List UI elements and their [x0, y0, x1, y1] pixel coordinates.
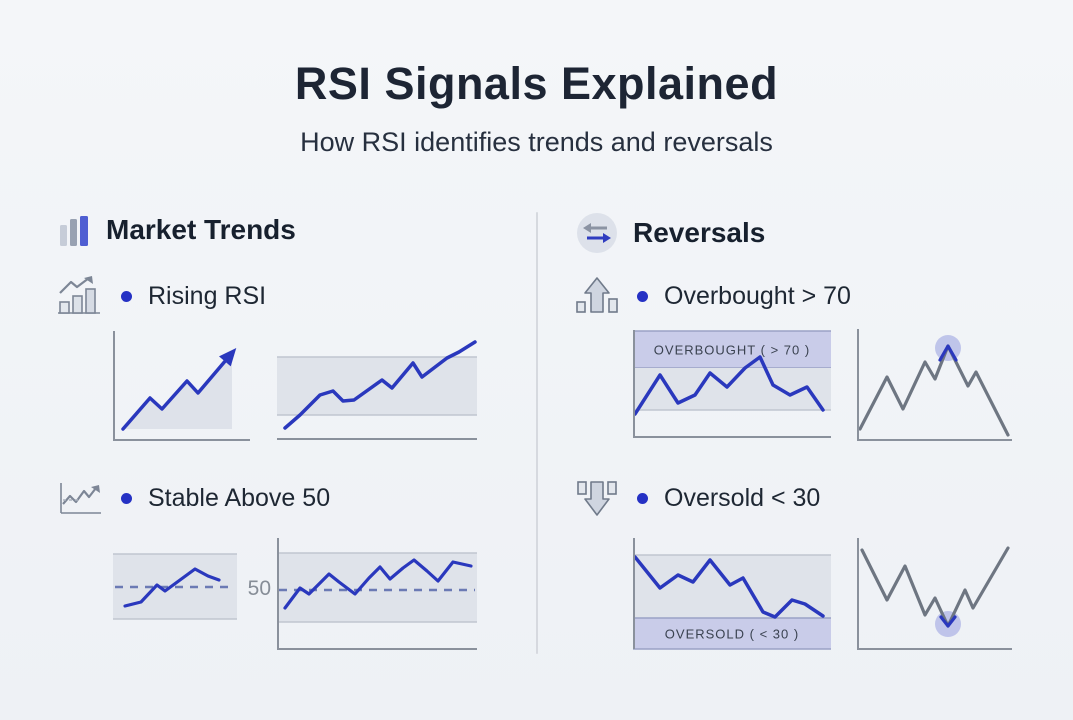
- rising-bars-icon: [55, 276, 103, 316]
- line-chart-icon: [58, 480, 103, 516]
- rising-rsi-label: Rising RSI: [148, 281, 267, 310]
- chart-rising-rsi-channel: [277, 330, 477, 440]
- bullet-dot: [121, 290, 132, 302]
- chart-overbought-peak: [857, 329, 1012, 441]
- overbought-row: Overbought > 70: [575, 276, 851, 316]
- page-subtitle: How RSI identifies trends and reversals: [300, 127, 773, 157]
- overbought-label: Overbought > 70: [664, 281, 851, 310]
- swap-arrows-icon: [576, 212, 618, 254]
- stable-above-50-row: Stable Above 50: [58, 480, 330, 516]
- column-divider: [536, 212, 538, 654]
- page-title: RSI Signals Explained: [294, 58, 779, 109]
- chart-oversold-zone: OVERSOLD ( < 30 ): [633, 538, 831, 650]
- stable-above-50-label: Stable Above 50: [148, 483, 331, 512]
- chart-oversold-trough: [857, 538, 1012, 650]
- bullet-dot: [637, 492, 648, 504]
- bullet-dot: [637, 290, 648, 302]
- bar-chart-icon: [57, 212, 91, 248]
- chart-stable-small: [113, 552, 237, 622]
- oversold-row: Oversold < 30: [575, 478, 820, 518]
- rising-rsi-row: Rising RSI: [55, 276, 266, 316]
- arrow-down-bars-icon: [575, 478, 619, 518]
- market-trends-header: Market Trends: [57, 212, 296, 248]
- oversold-label: Oversold < 30: [664, 483, 821, 512]
- market-trends-heading: Market Trends: [106, 214, 296, 245]
- arrow-up-bars-icon: [575, 276, 619, 316]
- bullet-dot: [121, 492, 132, 504]
- chart-rising-rsi-arrow: [113, 331, 250, 441]
- svg-text:OVERSOLD ( < 30 ): OVERSOLD ( < 30 ): [665, 627, 799, 642]
- fifty-axis-label: 50: [247, 577, 271, 600]
- reversals-header: Reversals: [576, 212, 765, 254]
- chart-overbought-zone: OVERBOUGHT ( > 70 ): [633, 330, 831, 438]
- chart-stable-large: [277, 538, 477, 650]
- svg-text:OVERBOUGHT ( > 70 ): OVERBOUGHT ( > 70 ): [654, 343, 810, 358]
- reversals-heading: Reversals: [633, 217, 766, 248]
